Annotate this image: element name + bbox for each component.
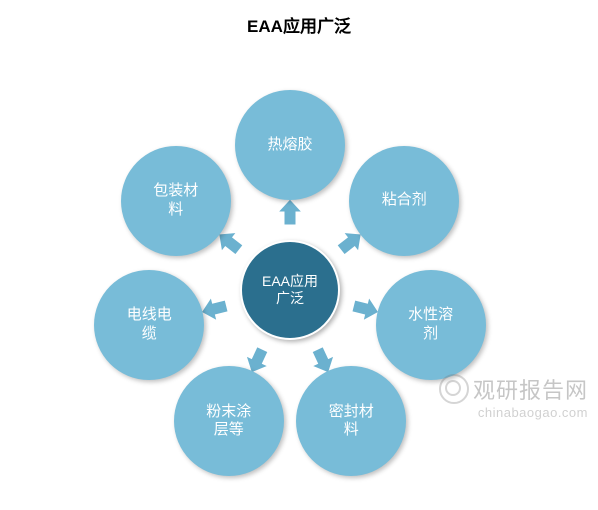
outer-node-label: 粉末涂层等 xyxy=(206,403,251,441)
outer-node: 包装材料 xyxy=(121,146,231,256)
outer-node-label: 水性溶剂 xyxy=(408,306,453,344)
outer-node-label: 粘合剂 xyxy=(382,191,427,210)
center-node: EAA应用广泛 xyxy=(240,240,340,340)
center-node-label: EAA应用广泛 xyxy=(262,273,318,308)
outer-node: 热熔胶 xyxy=(235,90,345,200)
watermark: 观研报告网 chinabaogao.com xyxy=(439,373,588,420)
outer-node-label: 电线电缆 xyxy=(127,306,172,344)
watermark-main: 观研报告网 xyxy=(439,373,588,405)
arrow-icon xyxy=(275,197,305,227)
outer-node-label: 密封材料 xyxy=(329,403,374,441)
outer-node: 电线电缆 xyxy=(94,270,204,380)
outer-node: 粉末涂层等 xyxy=(174,366,284,476)
outer-node: 粘合剂 xyxy=(349,146,459,256)
outer-node-label: 热熔胶 xyxy=(267,136,312,155)
outer-node: 密封材料 xyxy=(296,366,406,476)
watermark-main-text: 观研报告网 xyxy=(473,373,588,405)
page-title: EAA应用广泛 xyxy=(0,12,598,37)
outer-node-label: 包装材料 xyxy=(153,182,198,220)
watermark-sub: chinabaogao.com xyxy=(439,405,588,420)
outer-node: 水性溶剂 xyxy=(376,270,486,380)
title-text: EAA应用广泛 xyxy=(247,17,351,36)
